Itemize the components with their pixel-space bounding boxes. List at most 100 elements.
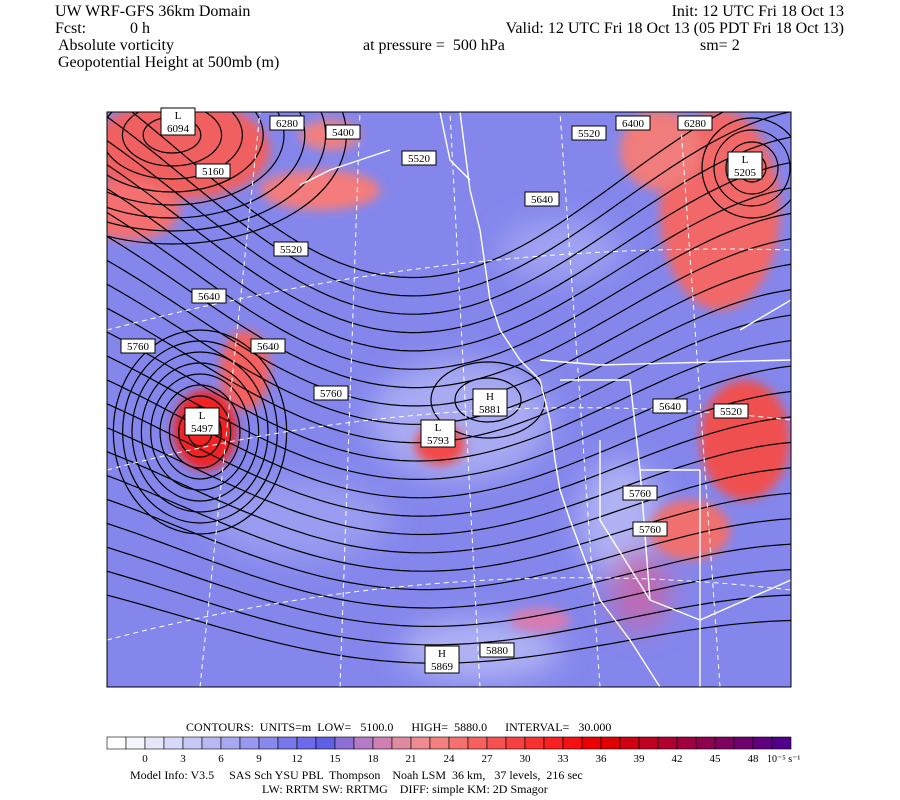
- contour-label: 6400: [622, 118, 645, 130]
- label-box: [420, 419, 456, 448]
- contours-info: CONTOURS: UNITS=m LOW= 5100.0 HIGH= 5880…: [186, 720, 612, 734]
- label-box: [184, 407, 220, 436]
- contour-line: [107, 403, 791, 517]
- grid-line: [559, 112, 601, 687]
- colorbar-box: [676, 736, 697, 750]
- pressure-center: H: [486, 391, 494, 403]
- label-box: [401, 150, 437, 166]
- field: Absolute vorticity: [58, 37, 174, 54]
- label-box: [652, 398, 688, 414]
- colorbar-box: [239, 736, 260, 750]
- colorbar-tick-label: 0: [142, 753, 148, 765]
- colorbar-box: [410, 736, 431, 750]
- pressure-center: L: [175, 110, 182, 122]
- label-box: [615, 115, 651, 131]
- pressure-center: L: [742, 154, 749, 166]
- contour-label: 5520: [408, 153, 431, 165]
- colorbar-tick-label: 9: [256, 753, 262, 765]
- colorbar-box: [220, 736, 241, 750]
- colorbar-box: [752, 736, 773, 750]
- colorbar-tick-label: 12: [292, 753, 303, 765]
- colorbar-tick-label: 27: [482, 753, 494, 765]
- grid-line: [339, 112, 361, 687]
- colorbar-box: [163, 736, 184, 750]
- label-box: [191, 288, 227, 304]
- contour-label: 5160: [202, 166, 225, 178]
- colorbar-box: [353, 736, 374, 750]
- contour-label: 5205: [734, 167, 757, 179]
- contour-line: [107, 161, 791, 334]
- colorbar-box: [714, 736, 735, 750]
- label-box: [524, 191, 560, 207]
- colorbar-tick-label: 24: [444, 753, 456, 765]
- model-info: Model Info: V3.5 SAS Sch YSU PBL Thompso…: [130, 768, 583, 782]
- contour-line: [131, 112, 725, 279]
- label-box: [313, 385, 349, 401]
- contour-line: [107, 112, 285, 206]
- label-box: [273, 241, 309, 257]
- contour-line: [107, 112, 306, 219]
- label-box: [325, 124, 361, 140]
- label-box: [269, 115, 305, 131]
- contour-label: 6094: [167, 123, 190, 135]
- label-box: [472, 388, 508, 417]
- physics-info: LW: RRTM SW: RRTMG DIFF: simple KM: 2D S…: [262, 782, 548, 796]
- grid-line: [679, 112, 721, 687]
- pressure: at pressure = 500 hPa: [363, 37, 505, 54]
- grid-line: [107, 577, 791, 641]
- contour-line: [725, 141, 779, 195]
- colorbar-box: [581, 736, 602, 750]
- colorbar-box: [486, 736, 507, 750]
- colorbar-tick-label: 15: [330, 753, 342, 765]
- colorbar-box: [771, 736, 792, 750]
- pressure-center: H: [438, 648, 446, 660]
- contour-label: 5640: [198, 291, 221, 303]
- label-box: [713, 403, 749, 419]
- pressure-center: L: [199, 410, 206, 422]
- colorbar-box: [144, 736, 165, 750]
- colorbar-tick-label: 6: [218, 753, 224, 765]
- contour-line: [713, 129, 791, 207]
- colorbar-box: [467, 736, 488, 750]
- colorbar-box: [296, 736, 317, 750]
- colorbar-box: [562, 736, 583, 750]
- contour-label: 5640: [531, 194, 554, 206]
- colorbar-tick-label: 3: [180, 753, 186, 765]
- contour-line: [107, 187, 791, 352]
- colorbar-box: [315, 736, 336, 750]
- contour-line: [107, 522, 791, 609]
- label-box: [120, 338, 156, 354]
- colorbar-box: [543, 736, 564, 750]
- colorbar-box: [733, 736, 754, 750]
- colorbar-box: [258, 736, 279, 750]
- fcst-label: Fcst:: [55, 20, 87, 37]
- colorbar-box: [106, 736, 127, 750]
- contour-line: [107, 474, 791, 572]
- contour-line: [131, 351, 269, 513]
- contour-label: 5869: [431, 661, 454, 673]
- contour-label: 5760: [320, 388, 343, 400]
- map-field: [107, 112, 791, 687]
- colorbar-tick-label: 42: [672, 753, 683, 765]
- contour-line: [107, 379, 791, 499]
- label-box: [632, 521, 668, 537]
- label-box: [727, 151, 763, 180]
- fcst-value: 0 h: [130, 20, 150, 37]
- contour-label: 5760: [629, 488, 652, 500]
- contour-line: [107, 112, 243, 180]
- contour-label: 6280: [276, 118, 299, 130]
- contour-line: [107, 112, 791, 297]
- contour-line: [107, 259, 791, 407]
- colorbar-tick-label: 39: [634, 753, 646, 765]
- colorbar-box: [695, 736, 716, 750]
- contour-label: 6280: [684, 118, 707, 130]
- colorbar-tick-label: 30: [520, 753, 532, 765]
- contour-line: [107, 546, 791, 628]
- contour-label: 5400: [332, 127, 355, 139]
- contour-line: [107, 451, 791, 554]
- pressure-center: L: [435, 422, 442, 434]
- colorbar-box: [372, 736, 393, 750]
- grid-line: [107, 248, 791, 331]
- contour-label: 5793: [427, 435, 450, 447]
